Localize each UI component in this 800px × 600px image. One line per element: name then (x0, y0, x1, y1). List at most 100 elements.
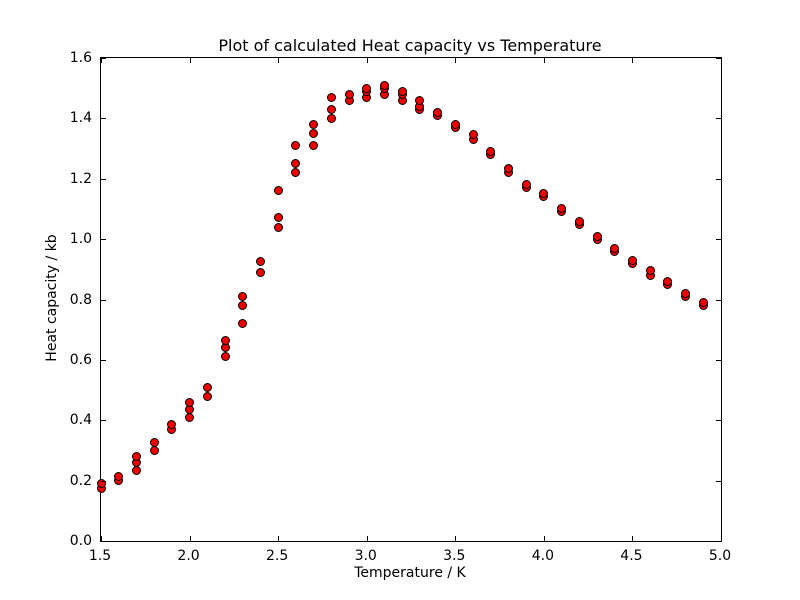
data-point (468, 130, 478, 140)
data-point (309, 119, 319, 129)
y-tick-right (716, 541, 721, 542)
x-tick-bottom (101, 536, 102, 541)
y-tick-label: 0.2 (69, 472, 92, 489)
data-point (220, 335, 230, 345)
x-axis-label: Temperature / K (354, 565, 466, 581)
x-tick-bottom (455, 536, 457, 541)
y-tick-label: 0.4 (69, 412, 92, 429)
x-tick-label: 1.5 (88, 548, 112, 564)
y-tick-label: 1.4 (69, 110, 92, 127)
data-point (255, 267, 265, 277)
data-point (344, 89, 354, 99)
y-tick-left (101, 541, 106, 542)
data-point (557, 204, 567, 214)
y-tick-right (716, 178, 721, 180)
y-tick-label: 0.0 (69, 533, 92, 549)
y-tick-right (716, 239, 721, 241)
data-point (202, 382, 212, 392)
y-tick-right (716, 299, 721, 301)
data-point (574, 216, 584, 226)
chart-title: Plot of calculated Heat capacity vs Temp… (218, 36, 602, 55)
data-point (238, 291, 248, 301)
data-point (291, 168, 301, 178)
x-tick-top (721, 58, 722, 63)
data-point (185, 412, 195, 422)
data-point (415, 95, 425, 105)
y-tick-right (716, 359, 721, 361)
y-tick-left (101, 420, 106, 422)
y-tick-label: 1.6 (69, 50, 92, 66)
x-tick-label: 4.0 (531, 548, 554, 564)
data-point (645, 266, 655, 276)
data-point (397, 86, 407, 96)
x-tick-bottom (632, 536, 634, 541)
data-point (309, 141, 319, 151)
x-tick-top (189, 58, 191, 63)
data-point (114, 471, 124, 481)
x-tick-label: 2.0 (177, 548, 200, 564)
x-tick-label: 5.0 (708, 548, 732, 564)
data-point (273, 213, 283, 223)
data-point (698, 298, 708, 308)
data-point (539, 189, 549, 199)
y-tick-left (101, 299, 106, 301)
data-point (362, 83, 372, 93)
x-tick-top (101, 58, 102, 63)
data-point (255, 257, 265, 267)
data-point (291, 159, 301, 169)
data-point (592, 231, 602, 241)
data-point (149, 438, 159, 448)
data-point (627, 255, 637, 265)
x-tick-label: 4.5 (620, 548, 643, 564)
data-point (149, 445, 159, 455)
plot-area (96, 57, 722, 542)
data-point (185, 397, 195, 407)
data-point (96, 479, 106, 489)
x-tick-label: 3.0 (354, 548, 377, 564)
data-point (202, 391, 212, 401)
x-tick-bottom (543, 536, 545, 541)
y-tick-right (716, 118, 721, 120)
y-tick-right (716, 420, 721, 422)
y-tick-label: 0.8 (69, 291, 92, 308)
y-tick-left (101, 118, 106, 120)
data-point (503, 163, 513, 173)
data-point (309, 128, 319, 138)
y-tick-left (101, 239, 106, 241)
y-tick-label: 1.2 (69, 170, 92, 187)
data-point (273, 222, 283, 232)
data-point (238, 319, 248, 329)
data-point (273, 186, 283, 196)
data-point (131, 451, 141, 461)
x-tick-bottom (189, 536, 191, 541)
x-tick-top (278, 58, 280, 63)
y-tick-left (101, 359, 106, 361)
data-point (450, 119, 460, 129)
data-point (610, 243, 620, 253)
x-tick-top (543, 58, 545, 63)
data-point (238, 301, 248, 311)
x-tick-label: 2.5 (266, 548, 289, 564)
data-point (326, 113, 336, 123)
y-axis-label: Heat capacity / kb (44, 234, 60, 362)
x-tick-top (632, 58, 634, 63)
x-tick-top (455, 58, 457, 63)
y-tick-right (716, 58, 721, 59)
data-point (167, 420, 177, 430)
data-point (326, 92, 336, 102)
data-point (326, 104, 336, 114)
x-tick-bottom (366, 536, 368, 541)
y-tick-left (101, 178, 106, 180)
x-tick-bottom (278, 536, 280, 541)
x-tick-top (366, 58, 368, 63)
data-point (486, 147, 496, 157)
data-point (663, 276, 673, 286)
y-tick-label: 0.6 (69, 351, 92, 368)
data-point (379, 80, 389, 90)
x-tick-label: 3.5 (443, 548, 466, 564)
data-point (681, 288, 691, 298)
data-point (220, 352, 230, 362)
y-tick-label: 1.0 (69, 231, 92, 248)
y-tick-right (716, 480, 721, 482)
